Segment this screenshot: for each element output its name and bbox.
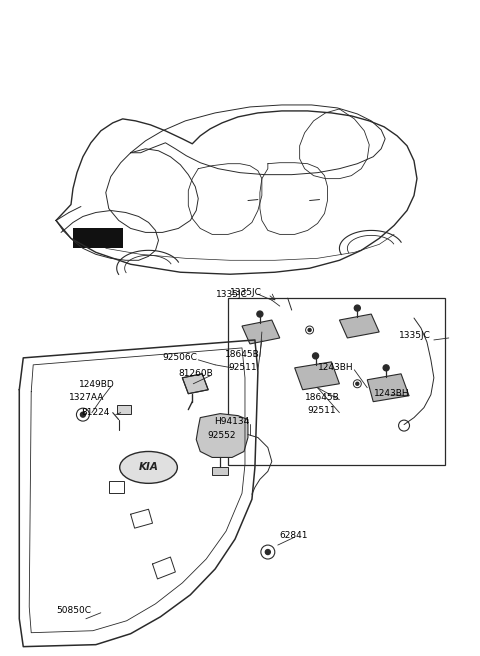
- Text: 62841: 62841: [280, 531, 308, 540]
- Bar: [228, 298, 445, 465]
- Circle shape: [308, 329, 311, 331]
- Circle shape: [257, 311, 263, 317]
- Text: 1335JC: 1335JC: [230, 287, 262, 297]
- Text: 1335JC: 1335JC: [399, 331, 431, 340]
- Circle shape: [356, 382, 359, 385]
- Text: 18645B: 18645B: [305, 393, 339, 402]
- Bar: [212, 468, 228, 476]
- Circle shape: [383, 365, 389, 371]
- Text: 81260B: 81260B: [179, 369, 213, 379]
- Circle shape: [312, 353, 319, 359]
- Text: 1243BH: 1243BH: [318, 363, 353, 373]
- Text: 1335JC: 1335JC: [216, 290, 248, 298]
- Bar: [117, 405, 131, 414]
- Text: 92552: 92552: [207, 431, 236, 440]
- Bar: [73, 228, 123, 249]
- Text: H94134: H94134: [214, 417, 250, 426]
- Text: 50850C: 50850C: [56, 606, 91, 615]
- Polygon shape: [295, 362, 339, 390]
- Text: 92511: 92511: [308, 406, 336, 415]
- Circle shape: [265, 550, 270, 554]
- Text: 1249BD: 1249BD: [79, 380, 115, 389]
- Circle shape: [354, 305, 360, 311]
- Bar: [109, 482, 124, 493]
- Text: 18645B: 18645B: [225, 350, 260, 359]
- Text: 1327AA: 1327AA: [69, 393, 104, 402]
- Polygon shape: [339, 314, 379, 338]
- Circle shape: [81, 412, 85, 417]
- Text: 1243BH: 1243BH: [374, 389, 410, 398]
- Polygon shape: [242, 320, 280, 344]
- Polygon shape: [182, 374, 208, 394]
- Text: 92511: 92511: [228, 363, 257, 373]
- Polygon shape: [196, 414, 248, 457]
- Polygon shape: [367, 374, 409, 401]
- Text: 92506C: 92506C: [162, 354, 197, 362]
- Text: KIA: KIA: [139, 462, 158, 472]
- Text: 81224: 81224: [81, 408, 109, 417]
- Ellipse shape: [120, 451, 178, 483]
